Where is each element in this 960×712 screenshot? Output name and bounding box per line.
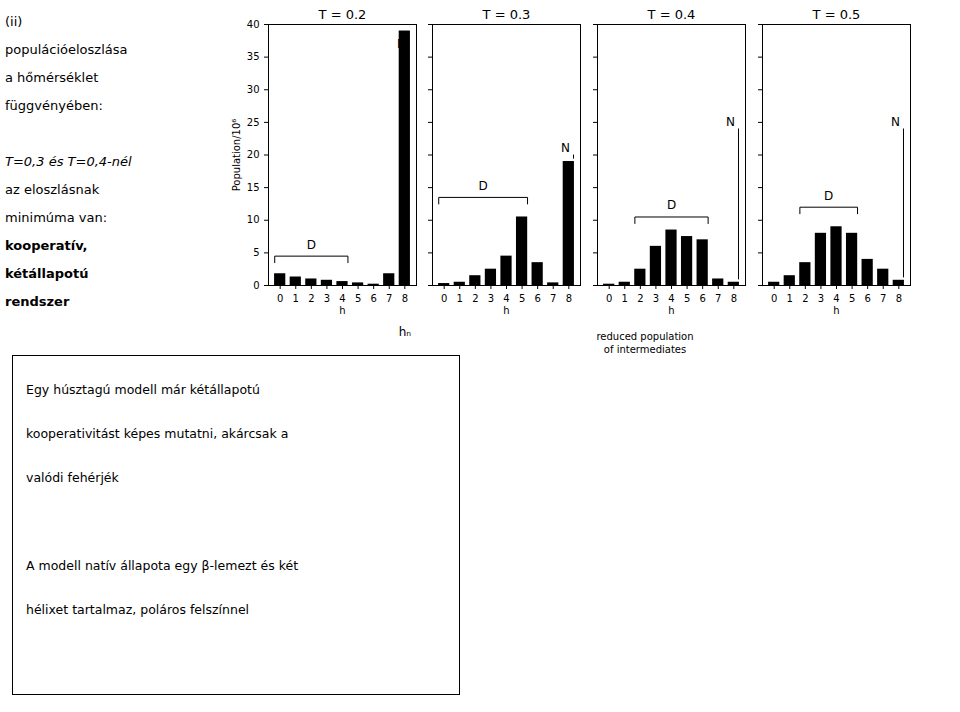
svg-text:h: h xyxy=(668,305,674,316)
html-text:függvényében:: függvényében: xyxy=(5,98,103,113)
svg-text:N: N xyxy=(891,115,900,129)
html-text:reduced population of intermed: reduced population of intermediates xyxy=(596,331,694,355)
svg-text:6: 6 xyxy=(534,293,540,304)
html-text:az eloszlásnak: az eloszlásnak xyxy=(5,182,100,197)
svg-text:5: 5 xyxy=(849,293,855,304)
svg-text:h: h xyxy=(833,305,839,316)
svg-text:T = 0.4: T = 0.4 xyxy=(647,7,696,22)
svg-text:15: 15 xyxy=(247,182,260,193)
svg-text:7: 7 xyxy=(880,293,886,304)
svg-text:3: 3 xyxy=(324,293,330,304)
svg-text:2: 2 xyxy=(472,293,478,304)
html-text:T=0,3 és T=0,4-nél: T=0,3 és T=0,4-nél xyxy=(5,154,132,169)
svg-text:2: 2 xyxy=(308,293,314,304)
html-text:hélixet tartalmaz, poláros fel: hélixet tartalmaz, poláros felszínnel xyxy=(26,602,249,617)
svg-text:D: D xyxy=(667,198,676,212)
svg-text:h: h xyxy=(339,305,345,316)
svg-text:N: N xyxy=(397,37,406,51)
svg-text:8: 8 xyxy=(402,293,408,304)
svg-text:4: 4 xyxy=(503,293,509,304)
svg-text:D: D xyxy=(824,189,833,203)
html-text:(ii): (ii) xyxy=(5,14,23,29)
html-text:valódi fehérjék: valódi fehérjék xyxy=(26,470,119,485)
svg-text:4: 4 xyxy=(339,293,345,304)
html-text:a hőmérséklet: a hőmérséklet xyxy=(5,70,99,85)
svg-text:5: 5 xyxy=(355,293,361,304)
svg-text:35: 35 xyxy=(247,51,260,62)
svg-text:6: 6 xyxy=(370,293,376,304)
html-text:populációeloszlása: populációeloszlása xyxy=(5,42,128,57)
svg-text:T = 0.3: T = 0.3 xyxy=(482,7,531,22)
html-text:kétállapotú: kétállapotú xyxy=(5,266,89,281)
svg-text:8: 8 xyxy=(731,293,737,304)
svg-text:hₙ: hₙ xyxy=(399,325,412,339)
svg-text:Population/10⁶: Population/10⁶ xyxy=(231,119,242,192)
svg-text:4: 4 xyxy=(668,293,674,304)
svg-text:1: 1 xyxy=(622,293,628,304)
svg-text:N: N xyxy=(561,141,570,155)
svg-text:10: 10 xyxy=(247,214,260,225)
svg-text:1: 1 xyxy=(457,293,463,304)
svg-text:0: 0 xyxy=(441,293,447,304)
svg-text:8: 8 xyxy=(566,293,572,304)
svg-text:7: 7 xyxy=(550,293,556,304)
svg-text:D: D xyxy=(307,238,316,252)
html-text:kooperativitást képes mutatni,: kooperativitást képes mutatni, akárcsak … xyxy=(26,426,289,441)
html-text:rendszer: rendszer xyxy=(5,294,70,309)
svg-text:0: 0 xyxy=(606,293,612,304)
svg-text:0: 0 xyxy=(771,293,777,304)
html-text:Egy húsztagú modell már kétáll: Egy húsztagú modell már kétállapotú xyxy=(26,382,260,397)
svg-text:3: 3 xyxy=(818,293,824,304)
svg-text:D: D xyxy=(479,179,488,193)
svg-text:3: 3 xyxy=(488,293,494,304)
svg-text:N: N xyxy=(726,115,735,129)
svg-text:1: 1 xyxy=(787,293,793,304)
svg-text:1: 1 xyxy=(293,293,299,304)
svg-text:T = 0.2: T = 0.2 xyxy=(318,7,367,22)
svg-text:7: 7 xyxy=(386,293,392,304)
svg-text:6: 6 xyxy=(699,293,705,304)
svg-text:5: 5 xyxy=(519,293,525,304)
svg-text:2: 2 xyxy=(802,293,808,304)
svg-text:h: h xyxy=(503,305,509,316)
svg-text:2: 2 xyxy=(637,293,643,304)
svg-text:8: 8 xyxy=(896,293,902,304)
svg-text:30: 30 xyxy=(247,84,260,95)
html-text:A modell natív állapota egy β-: A modell natív állapota egy β-lemezt és … xyxy=(26,558,299,573)
svg-text:0: 0 xyxy=(253,280,259,291)
svg-text:0: 0 xyxy=(277,293,283,304)
svg-text:20: 20 xyxy=(247,149,260,160)
svg-text:3: 3 xyxy=(653,293,659,304)
svg-text:40: 40 xyxy=(247,19,260,30)
svg-text:5: 5 xyxy=(684,293,690,304)
svg-text:5: 5 xyxy=(253,247,259,258)
svg-text:6: 6 xyxy=(864,293,870,304)
svg-text:T = 0.5: T = 0.5 xyxy=(812,7,861,22)
html-text:minimúma van:: minimúma van: xyxy=(5,210,108,225)
html-text:kooperatív,: kooperatív, xyxy=(5,238,88,253)
svg-text:25: 25 xyxy=(247,117,260,128)
svg-text:7: 7 xyxy=(715,293,721,304)
svg-text:4: 4 xyxy=(833,293,839,304)
